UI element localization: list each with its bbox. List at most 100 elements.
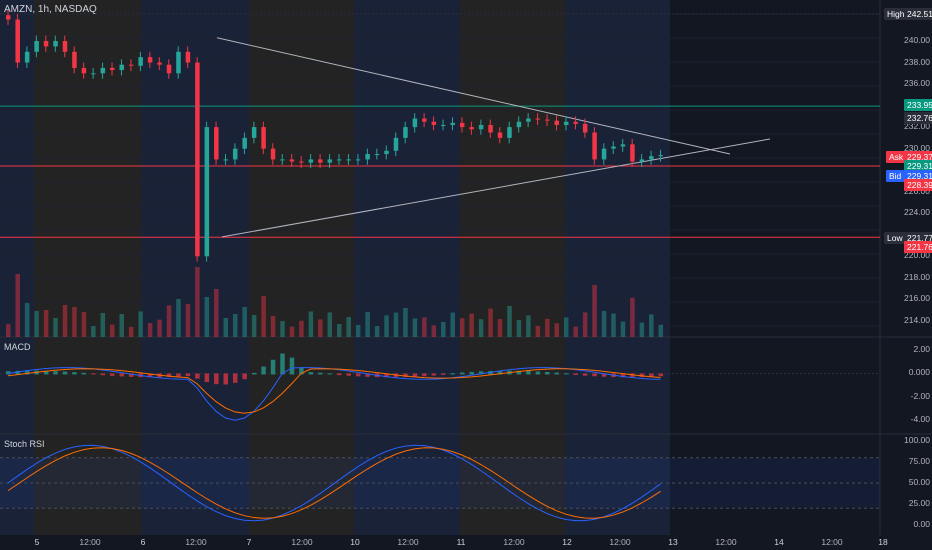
candle bbox=[166, 64, 172, 74]
candle bbox=[6, 15, 11, 20]
volume-bar bbox=[15, 274, 20, 337]
macd-histogram-bar bbox=[431, 373, 437, 376]
volume-bar bbox=[478, 319, 484, 337]
volume-bar bbox=[318, 319, 323, 337]
macd-histogram-bar bbox=[355, 373, 361, 377]
macd-histogram-bar bbox=[337, 373, 342, 376]
volume-bar bbox=[270, 316, 276, 337]
volume-bar bbox=[242, 307, 247, 337]
volume-bar bbox=[393, 312, 399, 337]
volume-bar bbox=[639, 322, 645, 337]
candle bbox=[195, 62, 200, 257]
macd-histogram-bar bbox=[582, 373, 588, 376]
volume-bar bbox=[563, 317, 569, 337]
volume-bar bbox=[649, 314, 654, 337]
price-axis-label: 216.00 bbox=[904, 293, 930, 304]
macd-histogram-bar bbox=[280, 353, 285, 375]
candle bbox=[535, 118, 541, 120]
session-band bbox=[565, 0, 670, 535]
volume-bar bbox=[497, 319, 503, 337]
session-band bbox=[460, 0, 565, 535]
session-band bbox=[34, 0, 141, 535]
price-axis-label: 214.00 bbox=[904, 314, 930, 325]
candle bbox=[318, 159, 323, 163]
macd-histogram-bar bbox=[261, 366, 266, 375]
time-axis-label: 12:00 bbox=[185, 537, 207, 547]
candle bbox=[658, 155, 664, 157]
volume-bar bbox=[251, 315, 257, 337]
volume-bar bbox=[611, 313, 616, 337]
volume-bar bbox=[72, 307, 77, 337]
macd-histogram-bar bbox=[24, 370, 30, 375]
macd-histogram-bar bbox=[223, 373, 229, 385]
volume-bar bbox=[403, 308, 408, 337]
macd-histogram-bar bbox=[166, 373, 172, 378]
macd-histogram-bar bbox=[232, 373, 238, 383]
candle bbox=[91, 73, 96, 75]
macd-histogram-bar bbox=[204, 373, 210, 383]
price-axis-label: 218.00 bbox=[904, 271, 930, 282]
time-axis-label: 14 bbox=[774, 537, 784, 547]
candle bbox=[611, 146, 616, 149]
volume-bar bbox=[289, 326, 295, 337]
price-axis-label: 236.00 bbox=[904, 78, 930, 89]
session-band bbox=[670, 0, 880, 535]
candle bbox=[384, 150, 389, 155]
volume-bar bbox=[261, 296, 266, 337]
trendline-lower bbox=[221, 138, 771, 238]
volume-bar bbox=[346, 317, 351, 337]
volume-bar bbox=[100, 313, 106, 337]
volume-bar bbox=[223, 318, 229, 337]
macd-histogram-bar bbox=[6, 371, 11, 375]
high-label: High bbox=[884, 8, 908, 20]
macd-histogram-bar bbox=[72, 372, 77, 375]
volume-bar bbox=[535, 325, 541, 337]
macd-histogram-bar bbox=[195, 373, 200, 379]
macd-histogram-bar bbox=[459, 372, 465, 375]
volume-bar bbox=[450, 312, 455, 337]
volume-bar bbox=[469, 313, 474, 337]
volume-bar bbox=[337, 324, 342, 337]
volume-bar bbox=[630, 297, 635, 337]
time-axis-label: 12:00 bbox=[79, 537, 101, 547]
volume-bar bbox=[488, 308, 493, 337]
candle bbox=[403, 127, 408, 138]
time-axis-label: 10 bbox=[350, 537, 360, 547]
macd-histogram-bar bbox=[53, 371, 58, 375]
high-value: 242.51 bbox=[904, 8, 932, 20]
candle bbox=[630, 144, 635, 162]
candle bbox=[355, 159, 361, 161]
volume-bar bbox=[658, 324, 664, 337]
volume-bar bbox=[412, 318, 418, 337]
volume-bar bbox=[195, 267, 200, 337]
time-axis-label: 12:00 bbox=[503, 537, 525, 547]
time-axis-label: 6 bbox=[140, 537, 146, 547]
candle bbox=[261, 127, 266, 149]
macd-histogram-bar bbox=[308, 372, 314, 375]
volume-bar bbox=[147, 323, 153, 337]
price-axis-label: 230.00 bbox=[904, 142, 930, 153]
candle bbox=[393, 137, 399, 151]
volume-bar bbox=[119, 314, 124, 337]
volume-bar bbox=[232, 314, 238, 337]
candle bbox=[270, 148, 276, 160]
candle bbox=[223, 159, 229, 161]
volume-bar bbox=[204, 297, 210, 337]
volume-bar bbox=[459, 318, 465, 337]
macd-histogram-bar bbox=[299, 367, 304, 375]
macd-histogram-bar bbox=[526, 370, 531, 375]
macd-histogram-bar bbox=[270, 359, 276, 375]
macd-histogram-bar bbox=[119, 373, 124, 377]
macd-histogram-bar bbox=[251, 372, 257, 375]
candle bbox=[450, 122, 455, 125]
candle bbox=[232, 148, 238, 160]
macd-histogram-bar bbox=[185, 373, 191, 377]
time-axis-label: 12 bbox=[562, 537, 572, 547]
candle bbox=[176, 51, 181, 74]
volume-bar bbox=[526, 315, 531, 337]
level-upper-tag: 233.95 bbox=[904, 99, 932, 111]
macd-histogram-bar bbox=[62, 371, 68, 375]
candle bbox=[346, 159, 351, 161]
candle bbox=[431, 121, 437, 125]
